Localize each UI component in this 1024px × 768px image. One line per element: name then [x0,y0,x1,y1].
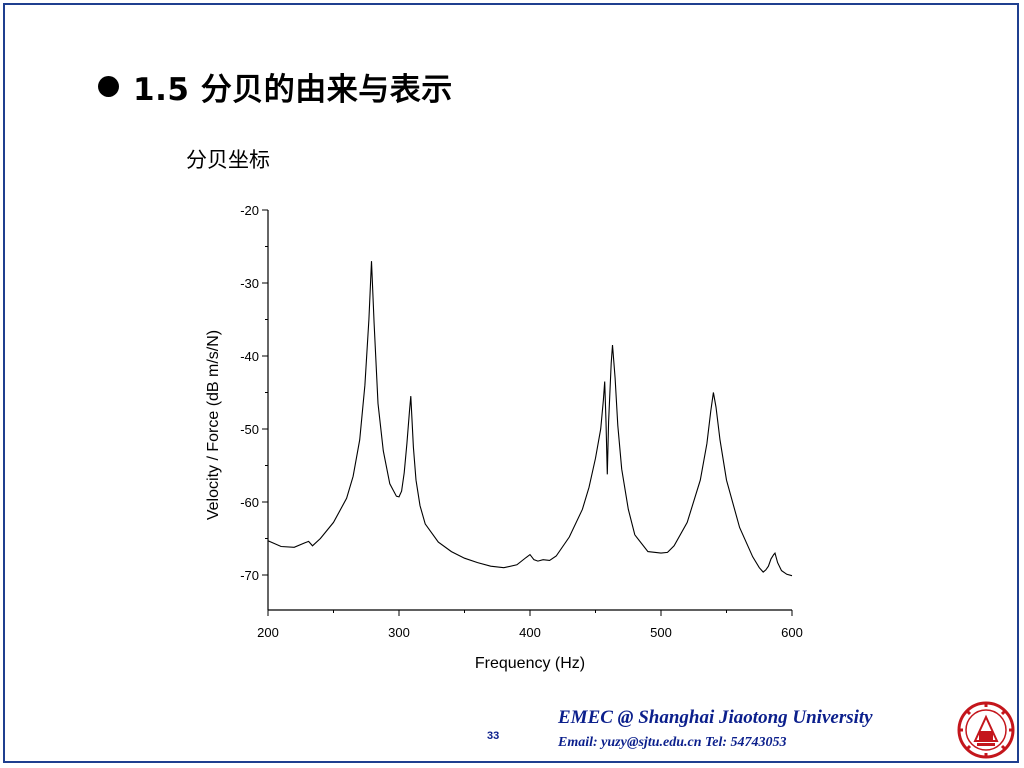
y-tick-label: -60 [240,495,259,510]
y-tick-label: -40 [240,349,259,364]
slide-title: 1.5 分贝的由来与表示 [133,71,453,108]
x-tick-label: 300 [388,625,410,640]
footer-institution: EMEC @ Shanghai Jiaotong University [558,707,873,728]
university-seal-logo-icon [957,701,1015,759]
y-tick-label: -50 [240,422,259,437]
x-tick-label: 400 [519,625,541,640]
x-tick-label: 500 [650,625,672,640]
x-tick-label: 600 [781,625,803,640]
x-axis-title: Frequency (Hz) [475,655,585,672]
footer-contact: Email: yuzy@sjtu.edu.cn Tel: 54743053 [558,735,787,750]
y-tick-label: -70 [240,568,259,583]
chart-ticks: 200 300 400 500 600 -20 -30 -40 -50 -60 -70 [240,203,803,640]
y-axis-title: Velocity / Force (dB m/s/N) [205,330,222,520]
y-tick-label: -20 [240,203,259,218]
filled-circle-bullet-icon [98,75,119,97]
slide-frame [3,3,1019,763]
chart-subtitle: 分贝坐标 [186,148,270,172]
chart-axes [267,210,792,611]
frequency-response-line [267,261,793,577]
title-row: 1.5 分贝的由来与表示 [98,58,453,114]
x-tick-label: 200 [257,625,279,640]
y-tick-label: -30 [240,276,259,291]
page-number: 33 [487,730,500,742]
